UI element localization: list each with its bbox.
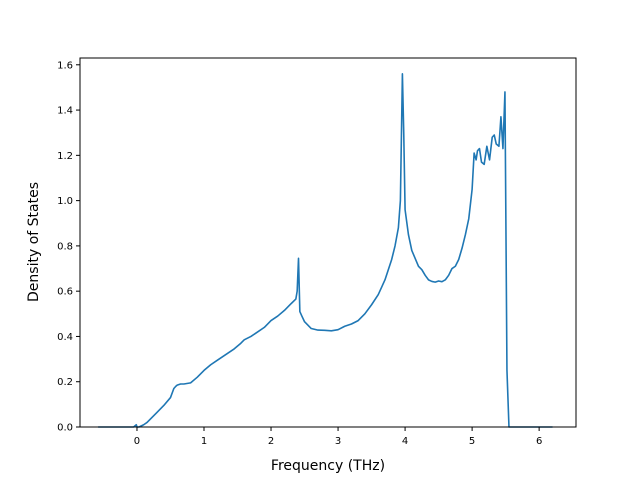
y-tick-label: 0.6	[57, 287, 73, 298]
x-tick-label: 1	[201, 436, 207, 447]
y-axis-ticks: 0.0 0.2 0.4 0.6 0.8 1.0 1.2 1.4 1.6	[57, 60, 80, 434]
dos-series-line	[98, 73, 553, 428]
x-tick-label: 0	[134, 436, 140, 447]
y-tick-label: 1.4	[57, 106, 73, 117]
x-tick-label: 6	[536, 436, 542, 447]
x-axis-label: Frequency (THz)	[271, 458, 385, 474]
y-tick-label: 1.6	[57, 60, 73, 71]
y-tick-label: 1.2	[57, 151, 73, 162]
y-tick-label: 0.0	[57, 423, 73, 434]
x-tick-label: 3	[335, 436, 341, 447]
x-tick-label: 2	[268, 436, 274, 447]
x-tick-label: 5	[469, 436, 475, 447]
y-tick-label: 0.8	[57, 241, 73, 252]
plot-frame	[79, 57, 577, 428]
x-tick-label: 4	[402, 436, 408, 447]
y-tick-label: 0.4	[57, 332, 73, 343]
y-axis-label: Density of States	[26, 182, 42, 302]
x-axis-ticks: 0 1 2 3 4 5 6	[134, 427, 542, 447]
y-tick-label: 1.0	[57, 196, 73, 207]
y-tick-label: 0.2	[57, 377, 73, 388]
plot-background	[80, 58, 576, 427]
